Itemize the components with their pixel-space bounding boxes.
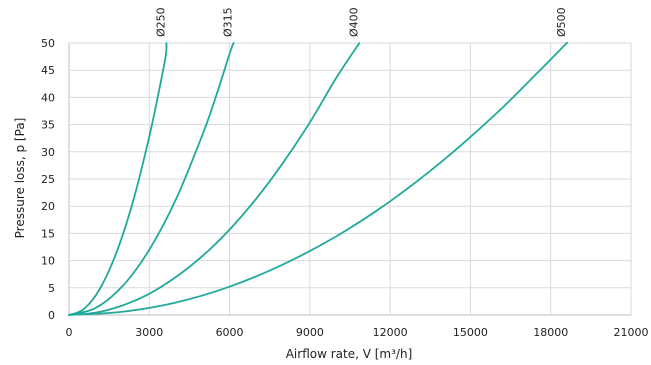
x-tick-label: 0 [66,326,73,339]
series-label: Ø500 [555,7,568,37]
y-axis-title: Pressure loss, p [Pa] [13,118,27,239]
y-tick-label: 45 [41,64,55,77]
y-tick-label: 40 [41,91,55,104]
series-label: Ø400 [347,7,360,37]
x-axis-title: Airflow rate, V [m³/h] [286,347,413,361]
series-line [68,42,168,316]
x-tick-label: 18000 [533,326,568,339]
x-tick-label: 15000 [453,326,488,339]
y-tick-label: 25 [41,173,55,186]
x-tick-label: 6000 [216,326,244,339]
y-tick-label: 0 [48,309,55,322]
y-tick-label: 15 [41,227,55,240]
chart-axes: 0 3000 6000 9000 12000 15000 18000 21000 0 5 10 15 2… [41,37,649,339]
chart-grid [68,42,632,316]
y-tick-label: 35 [41,119,55,132]
series-labels: Ø250 Ø315 Ø400 Ø500 [154,7,567,37]
x-tick-label: 3000 [135,326,163,339]
x-tick-label: 12000 [373,326,408,339]
y-tick-label: 10 [41,255,55,268]
chart-series [68,41,569,316]
y-tick-label: 20 [41,200,55,213]
series-label: Ø250 [154,7,167,37]
series-line [68,42,235,316]
y-tick-label: 5 [48,282,55,295]
y-tick-label: 50 [41,37,55,50]
series-line [68,41,569,316]
y-tick-label: 30 [41,146,55,159]
series-label: Ø315 [222,7,235,37]
series-line [68,42,361,316]
x-tick-label: 9000 [296,326,324,339]
x-tick-label: 21000 [614,326,649,339]
